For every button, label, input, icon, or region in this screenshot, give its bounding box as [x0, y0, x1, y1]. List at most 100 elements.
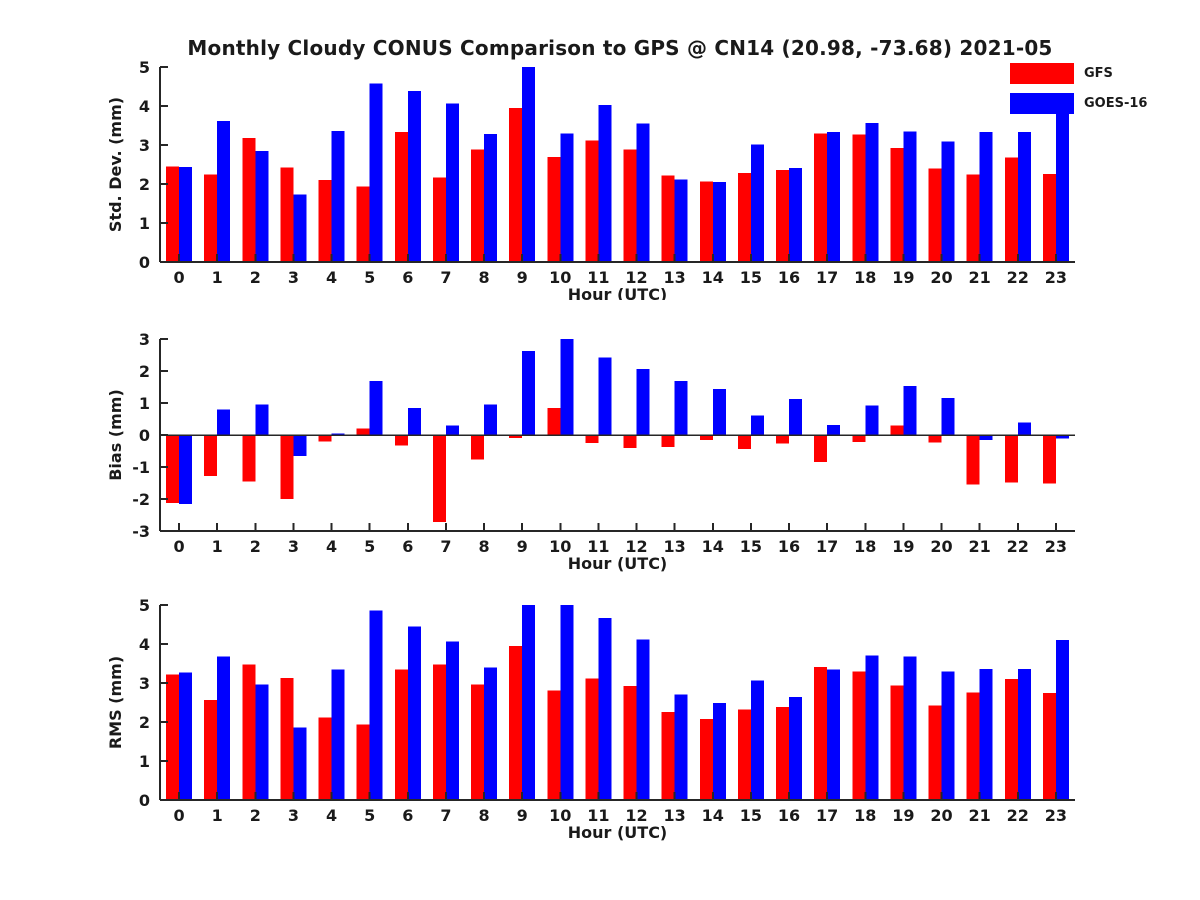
y-tick-label: 5 [139, 58, 150, 77]
x-tick-label: 4 [326, 268, 337, 287]
gfs-bar-hour-17 [814, 133, 828, 262]
x-tick-label: 5 [364, 537, 375, 556]
gfs-bar-hour-4 [318, 435, 332, 442]
gfs-bar-hour-3 [280, 435, 294, 499]
goes16-bar-hour-13 [674, 380, 688, 435]
goes16-bar-hour-23 [1055, 94, 1069, 262]
x-tick-label: 8 [478, 537, 489, 556]
x-tick-label: 19 [892, 537, 914, 556]
y-tick-label: -2 [132, 490, 150, 509]
gfs-bar-hour-11 [585, 140, 599, 262]
x-tick-label: 8 [478, 806, 489, 825]
y-tick-label: 3 [139, 136, 150, 155]
gfs-bar-hour-22 [1004, 435, 1018, 483]
x-axis-title: Hour (UTC) [568, 285, 668, 300]
x-tick-label: 23 [1045, 806, 1067, 825]
goes16-bar-hour-22 [1017, 132, 1031, 262]
x-tick-label: 12 [625, 537, 647, 556]
x-tick-label: 17 [816, 268, 838, 287]
gfs-bar-hour-21 [966, 174, 980, 263]
gfs-bar-hour-19 [890, 685, 904, 800]
gfs-bar-hour-7 [432, 177, 446, 262]
goes16-bar-hour-14 [712, 182, 726, 262]
x-tick-label: 14 [702, 537, 724, 556]
goes16-bar-hour-8 [484, 667, 498, 800]
goes16-bar-hour-8 [484, 404, 498, 435]
gfs-bar-hour-19 [890, 148, 904, 262]
x-tick-label: 13 [664, 806, 686, 825]
legend-swatch-gfs [1010, 63, 1074, 84]
goes16-bar-hour-20 [941, 671, 955, 800]
x-tick-label: 13 [664, 537, 686, 556]
gfs-bar-hour-5 [356, 428, 370, 435]
goes16-bar-hour-6 [407, 626, 421, 800]
y-tick-label: 1 [139, 752, 150, 771]
y-tick-label: 0 [139, 791, 150, 810]
x-tick-label: 1 [212, 268, 223, 287]
goes16-bar-hour-9 [522, 350, 536, 435]
gfs-bar-hour-8 [471, 149, 485, 262]
x-axis-title: Hour (UTC) [568, 823, 668, 842]
x-tick-label: 1 [212, 537, 223, 556]
goes16-bar-hour-19 [903, 656, 917, 800]
goes16-bar-hour-4 [331, 131, 345, 262]
x-tick-label: 23 [1045, 268, 1067, 287]
x-tick-label: 12 [625, 806, 647, 825]
x-tick-label: 10 [549, 806, 571, 825]
gfs-bar-hour-12 [623, 686, 637, 800]
x-tick-label: 10 [549, 268, 571, 287]
x-tick-label: 8 [478, 268, 489, 287]
x-tick-label: 12 [625, 268, 647, 287]
x-tick-label: 4 [326, 806, 337, 825]
goes16-bar-hour-11 [598, 617, 612, 800]
goes16-bar-hour-18 [865, 405, 879, 435]
x-axis-title: Hour (UTC) [568, 554, 668, 573]
gfs-bar-hour-17 [814, 667, 828, 800]
goes16-bar-hour-0 [179, 672, 193, 800]
goes16-bar-hour-21 [979, 669, 993, 800]
goes16-bar-hour-12 [636, 368, 650, 435]
gfs-bar-hour-16 [776, 707, 790, 800]
x-tick-label: 16 [778, 806, 800, 825]
x-tick-label: 7 [440, 806, 451, 825]
goes16-bar-hour-10 [560, 339, 574, 435]
y-tick-label: 3 [139, 330, 150, 349]
goes16-bar-hour-6 [407, 91, 421, 262]
goes16-bar-hour-11 [598, 357, 612, 435]
x-tick-label: 5 [364, 806, 375, 825]
goes16-bar-hour-15 [750, 144, 764, 262]
gfs-bar-hour-23 [1042, 693, 1056, 800]
x-tick-label: 21 [969, 537, 991, 556]
gfs-bar-hour-1 [204, 174, 218, 263]
goes16-bar-hour-17 [827, 669, 841, 800]
gfs-bar-hour-9 [509, 107, 523, 263]
y-tick-label: 2 [139, 362, 150, 381]
x-tick-label: 3 [288, 537, 299, 556]
gfs-bar-hour-20 [928, 435, 942, 443]
x-tick-label: 15 [740, 268, 762, 287]
goes16-bar-hour-21 [979, 435, 993, 440]
goes16-bar-hour-1 [217, 656, 231, 800]
goes16-bar-hour-10 [560, 133, 574, 262]
goes16-bar-hour-8 [484, 134, 498, 262]
x-tick-label: 9 [517, 268, 528, 287]
goes16-bar-hour-1 [217, 120, 231, 262]
gfs-bar-hour-15 [737, 173, 751, 262]
x-tick-label: 22 [1007, 537, 1029, 556]
goes16-bar-hour-4 [331, 669, 345, 800]
goes16-bar-hour-0 [179, 435, 193, 505]
x-tick-label: 5 [364, 268, 375, 287]
goes16-bar-hour-17 [827, 424, 841, 435]
goes16-bar-hour-15 [750, 680, 764, 800]
gfs-bar-hour-0 [166, 435, 180, 504]
x-tick-label: 2 [250, 806, 261, 825]
goes16-bar-hour-19 [903, 386, 917, 435]
x-tick-label: 2 [250, 537, 261, 556]
gfs-bar-hour-0 [166, 674, 180, 800]
gfs-bar-hour-2 [242, 138, 256, 262]
x-tick-label: 18 [854, 537, 876, 556]
gfs-bar-hour-0 [166, 166, 180, 262]
y-tick-label: 1 [139, 214, 150, 233]
x-tick-label: 1 [212, 806, 223, 825]
